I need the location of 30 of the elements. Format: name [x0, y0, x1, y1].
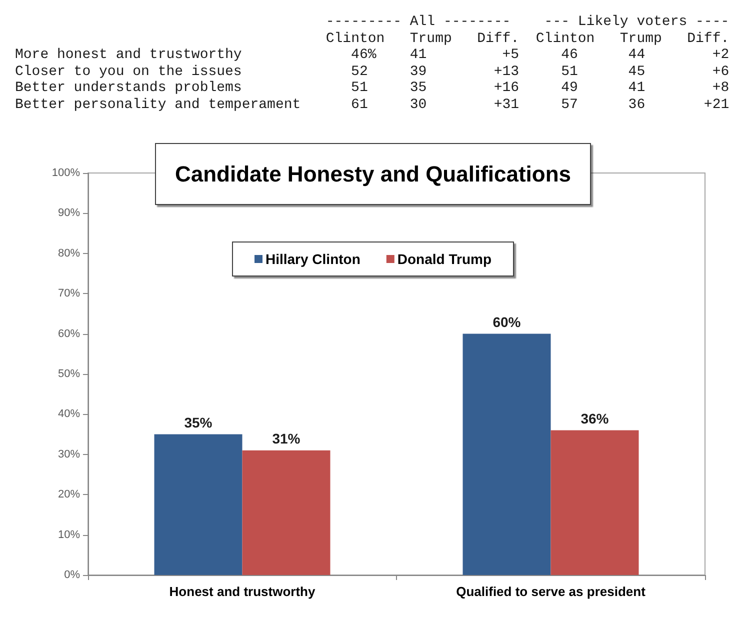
y-tick-label: 70%: [58, 288, 80, 300]
x-tick-label: Qualified to serve as president: [456, 584, 646, 599]
y-tick-label: 0%: [64, 569, 80, 581]
y-tick-label: 60%: [58, 328, 80, 340]
text: More honest and trustworthy 46% 41 +5 46 44 +2: [15, 47, 730, 64]
text: --------- All -------- --- Likely voters ----: [324, 14, 730, 30]
y-tick-label: 50%: [58, 368, 80, 380]
y-tick-label: 80%: [58, 247, 80, 260]
y-tick-label: 90%: [58, 207, 80, 220]
bar: [242, 450, 330, 575]
text: Better understands problems 51 35 +16 49 41 +8: [15, 80, 730, 96]
data-label: 36%: [580, 410, 610, 426]
y-tick-label: 30%: [58, 448, 80, 460]
text: Better personality and temperament 61 30 +31 57 36 +21: [15, 96, 730, 113]
text: Closer to you on the issues 52 39 +13 51 45 +6: [15, 64, 730, 80]
data-label: 60%: [492, 314, 522, 330]
bar: [154, 434, 242, 575]
legend-label: Hillary Clinton: [265, 251, 360, 267]
y-tick-label: 100%: [52, 167, 80, 179]
legend-label: Donald Trump: [397, 251, 492, 267]
data-label: 35%: [184, 414, 213, 430]
y-tick-label: 20%: [58, 488, 80, 501]
bar: [462, 334, 551, 575]
y-tick-label: 40%: [58, 408, 80, 420]
text: Clinton Trump Diff. Clinton Trump Diff.: [324, 30, 730, 47]
x-tick-label: Honest and trustworthy: [169, 584, 316, 599]
y-tick-label: 10%: [58, 528, 80, 541]
chart-title: Candidate Honesty and Qualifications: [174, 162, 572, 186]
bar: [550, 430, 639, 575]
data-label: 31%: [272, 430, 301, 446]
